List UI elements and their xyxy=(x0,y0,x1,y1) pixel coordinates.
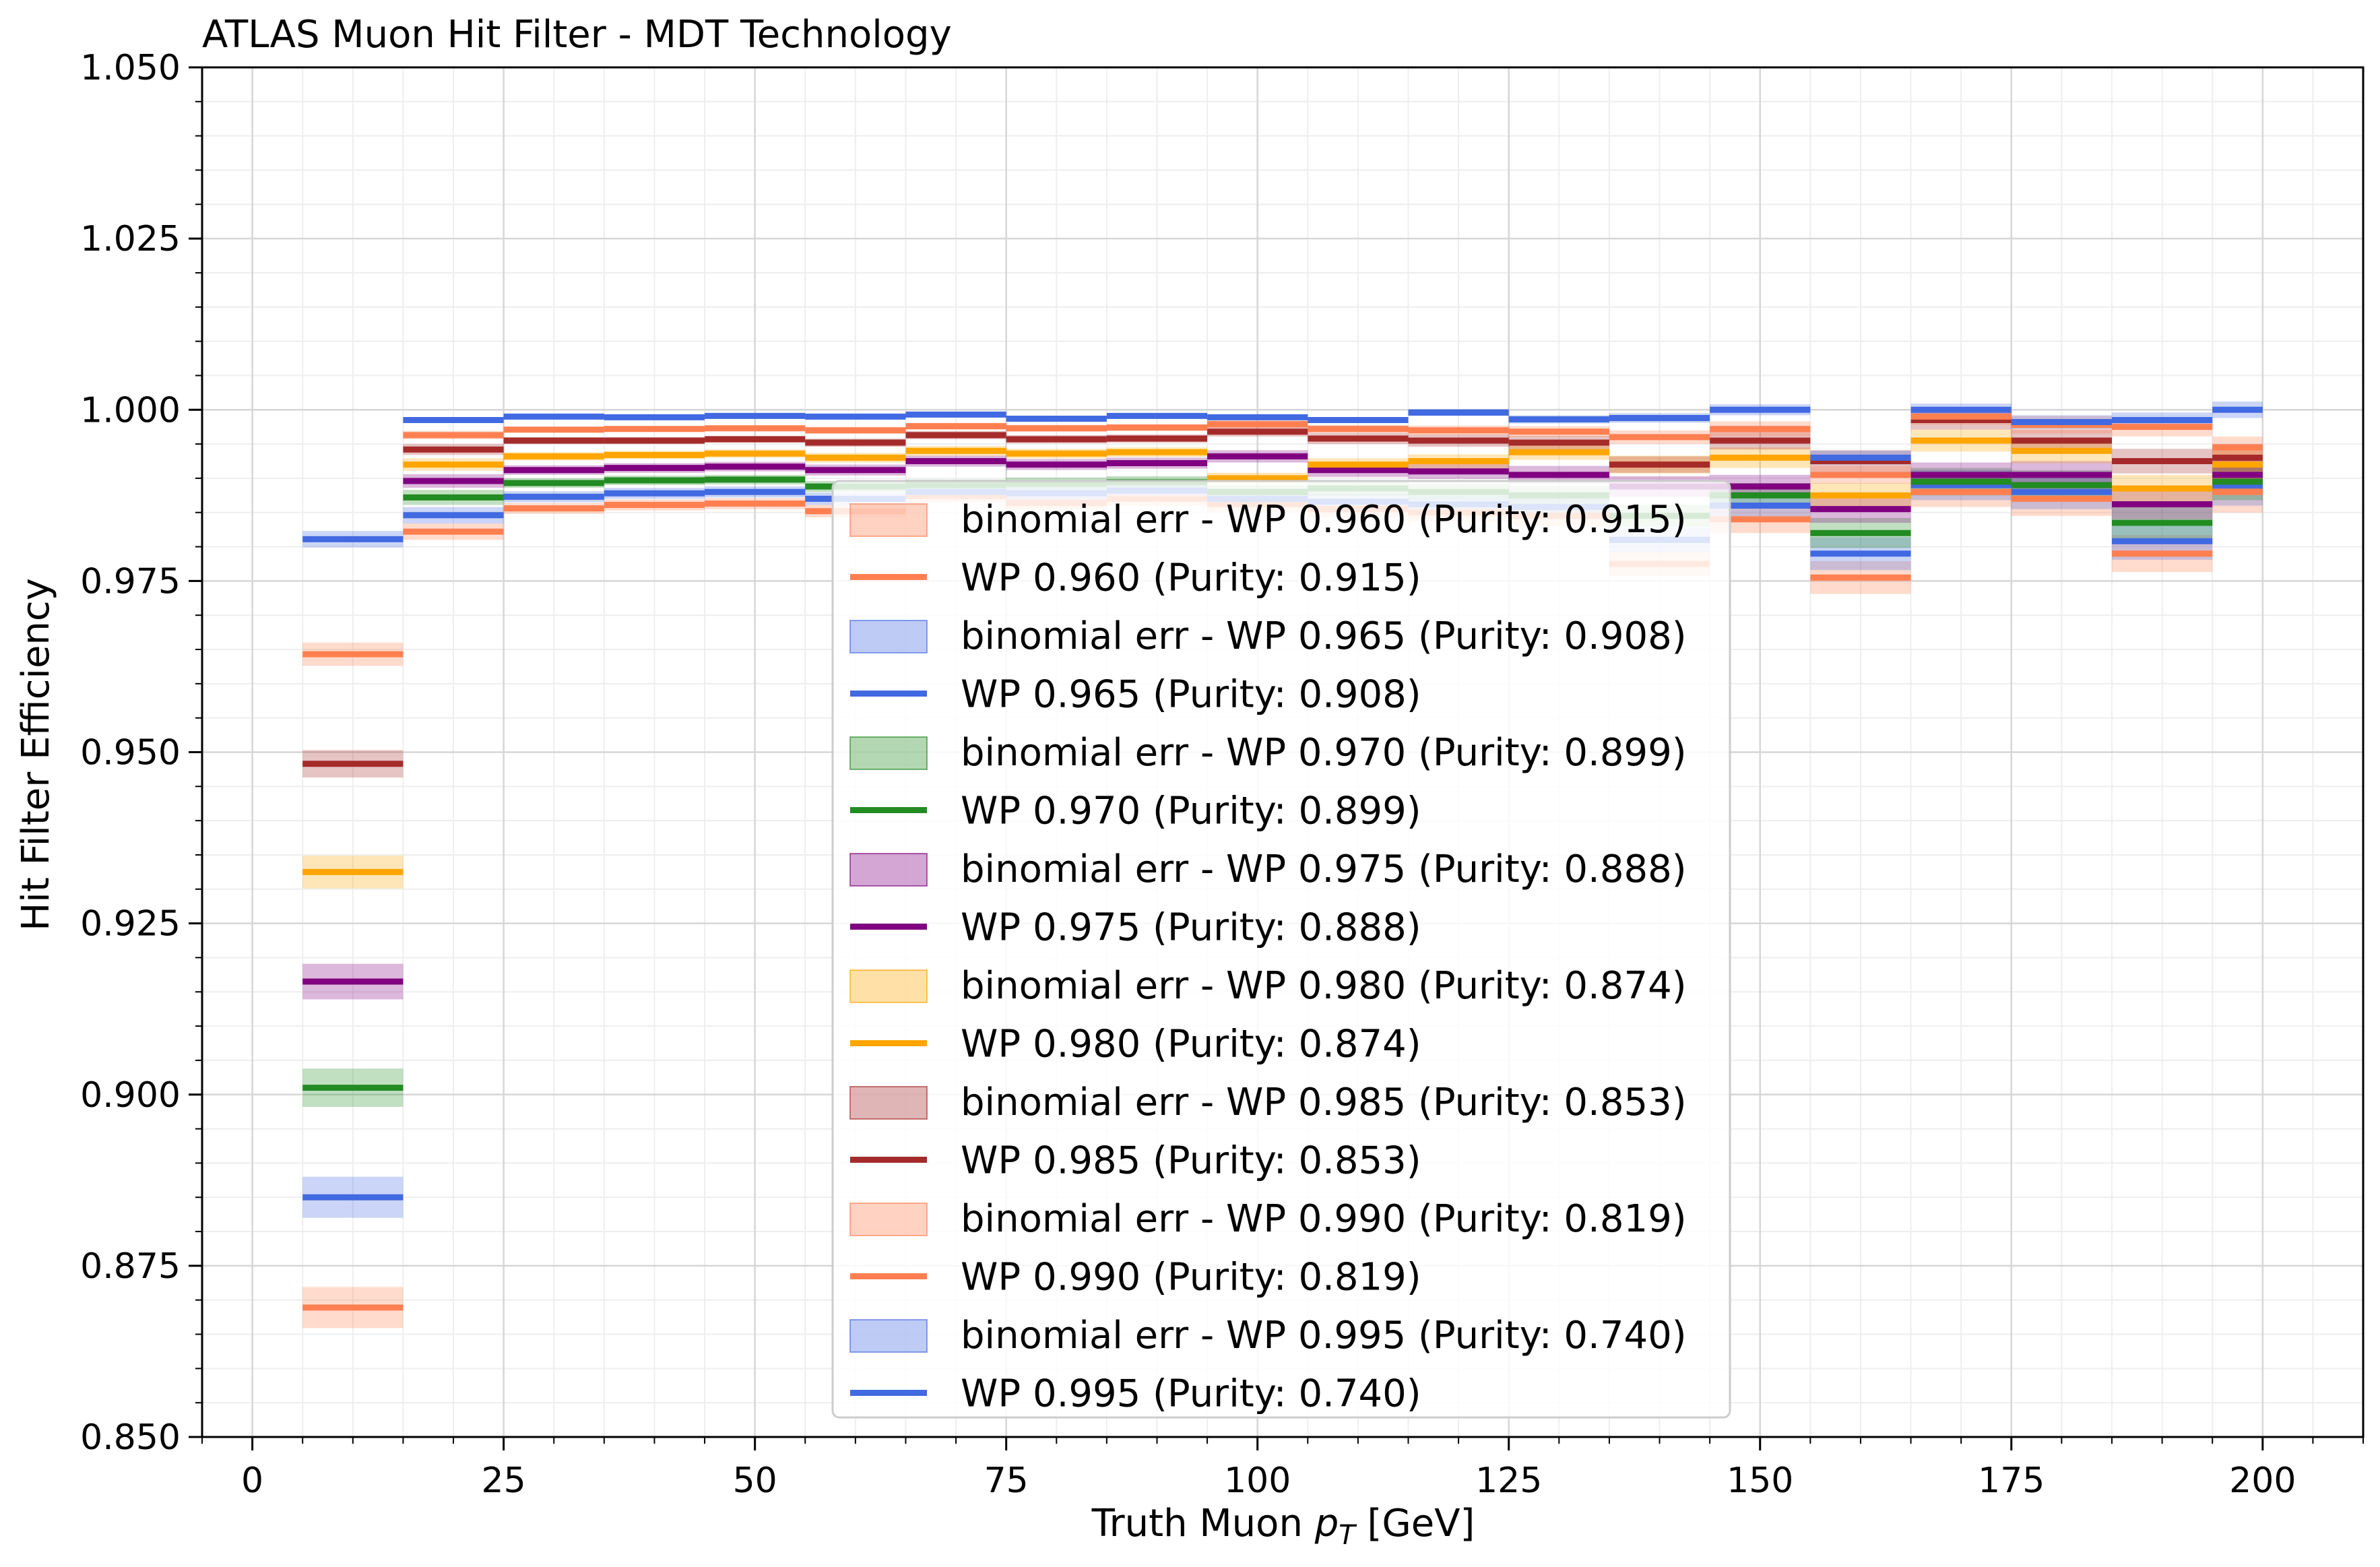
efficiency-lines xyxy=(302,406,2263,1311)
axis-ticks: 0 25 50 75 100 125 150 175 200 0.850 0.875 0.900 0.9… xyxy=(80,48,2364,1501)
legend-band-swatch xyxy=(849,969,928,1003)
legend-line-label: WP 0.980 (Purity: 0.874) xyxy=(961,1023,1421,1066)
legend-line-label: WP 0.995 (Purity: 0.740) xyxy=(961,1372,1421,1416)
legend-band-label: binomial err - WP 0.990 (Purity: 0.819) xyxy=(961,1197,1687,1241)
x-axis-label-var: p xyxy=(1314,1502,1339,1545)
y-tick-label: 0.900 xyxy=(80,1075,181,1116)
legend-band-label: binomial err - WP 0.985 (Purity: 0.853) xyxy=(961,1081,1687,1124)
x-tick-label: 50 xyxy=(733,1461,777,1501)
chart-title: ATLAS Muon Hit Filter - MDT Technology xyxy=(202,13,952,57)
legend-line-label: WP 0.985 (Purity: 0.853) xyxy=(961,1139,1421,1183)
y-tick-label: 0.925 xyxy=(80,904,181,945)
x-tick-label: 25 xyxy=(482,1461,526,1501)
legend-band-swatch xyxy=(849,1086,928,1120)
y-tick-label: 0.950 xyxy=(80,733,181,773)
x-tick-label: 150 xyxy=(1727,1461,1793,1501)
legend-line-label: WP 0.990 (Purity: 0.819) xyxy=(961,1256,1421,1300)
y-tick-label: 0.850 xyxy=(80,1417,181,1458)
x-tick-label: 75 xyxy=(984,1461,1029,1501)
y-tick-label: 0.975 xyxy=(80,561,181,602)
x-axis-label-sub: T xyxy=(1339,1520,1357,1551)
legend-line-label: WP 0.960 (Purity: 0.915) xyxy=(961,556,1421,600)
legend-band-swatch xyxy=(849,1203,928,1236)
x-axis-label-suffix: [GeV] xyxy=(1355,1502,1475,1545)
y-tick-label: 1.000 xyxy=(80,390,181,430)
legend-band-swatch xyxy=(849,853,928,887)
legend-band-label: binomial err - WP 0.980 (Purity: 0.874) xyxy=(961,964,1687,1008)
legend: binomial err - WP 0.960 (Purity: 0.915) W… xyxy=(831,480,1731,1419)
legend-band-swatch xyxy=(849,736,928,770)
legend-band-label: binomial err - WP 0.960 (Purity: 0.915) xyxy=(961,498,1687,542)
legend-band-swatch xyxy=(849,503,928,537)
legend-band-swatch xyxy=(849,620,928,653)
x-axis-label-prefix: Truth Muon xyxy=(1091,1502,1315,1545)
legend-band-label: binomial err - WP 0.975 (Purity: 0.888) xyxy=(961,848,1687,891)
legend-band-swatch xyxy=(849,1319,928,1353)
x-tick-label: 100 xyxy=(1224,1461,1291,1501)
x-tick-label: 175 xyxy=(1978,1461,2045,1501)
legend-box xyxy=(831,480,1731,1419)
legend-band-label: binomial err - WP 0.970 (Purity: 0.899) xyxy=(961,731,1687,775)
legend-line-label: WP 0.965 (Purity: 0.908) xyxy=(961,673,1421,717)
y-tick-label: 1.025 xyxy=(80,219,181,259)
x-axis-label: Truth Muon pT [GeV] xyxy=(1091,1502,1475,1551)
y-tick-label: 0.875 xyxy=(80,1246,181,1287)
legend-band-label: binomial err - WP 0.965 (Purity: 0.908) xyxy=(961,614,1687,658)
x-tick-label: 125 xyxy=(1475,1461,1542,1501)
x-tick-label: 200 xyxy=(2229,1461,2296,1501)
legend-line-label: WP 0.975 (Purity: 0.888) xyxy=(961,906,1421,950)
legend-band-label: binomial err - WP 0.995 (Purity: 0.740) xyxy=(961,1314,1687,1357)
x-tick-label: 0 xyxy=(241,1461,263,1501)
legend-line-label: WP 0.970 (Purity: 0.899) xyxy=(961,790,1421,833)
y-axis-label: Hit Filter Efficiency xyxy=(14,578,58,931)
y-tick-label: 1.050 xyxy=(80,48,181,88)
